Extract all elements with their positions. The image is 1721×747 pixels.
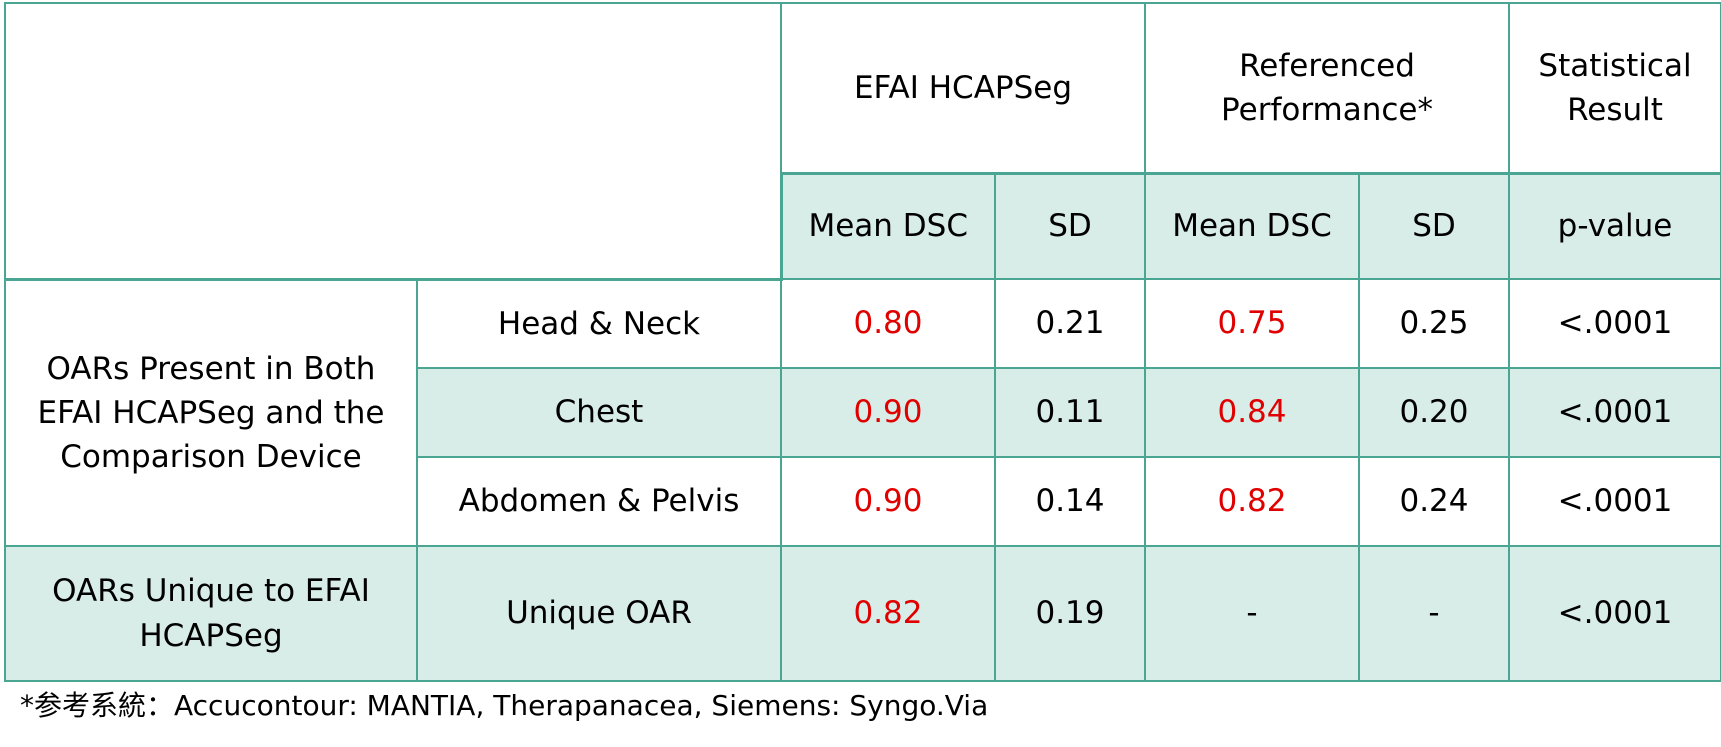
table-row: OARs Present in Both EFAI HCAPSeg and th… [4,277,1721,547]
ref-sd-abdomen-pelvis: 0.24 [1357,456,1511,547]
efai-mean-dsc-unique: 0.82 [780,545,996,682]
header-statistical-line2: Result [1567,91,1663,128]
ref-mean-dsc-chest: 0.84 [1144,367,1360,458]
header-efai-hcapseg: EFAI HCAPSeg [780,2,1146,174]
ref-sd-chest: 0.20 [1357,367,1511,458]
subheader-p-value: p-value [1508,171,1721,280]
group-both-line3: Comparison Device [60,438,362,475]
subheader-efai-mean-dsc: Mean DSC [779,171,996,280]
ref-sd-head-neck: 0.25 [1357,278,1511,369]
header-statistical-result: Statistical Result [1508,2,1721,174]
efai-mean-dsc-head-neck: 0.80 [780,278,996,369]
region-head-neck: Head & Neck [416,277,782,369]
header-empty-corner [4,2,782,281]
group-unique-line2: HCAPSeg [139,617,283,654]
group-both-line1: OARs Present in Both [46,350,376,387]
table-row: Chest 0.90 0.11 0.84 0.20 <.0001 [5,367,1721,458]
p-value-abdomen-pelvis: <.0001 [1508,456,1721,547]
p-value-chest: <.0001 [1508,367,1721,458]
subheader-efai-sd: SD [994,171,1146,280]
group-unique-line1: OARs Unique to EFAI [52,573,370,610]
region-unique-oar: Unique OAR [416,545,782,682]
subheader-ref-sd: SD [1357,171,1511,280]
group-label-oars-present-in-both: OARs Present in Both EFAI HCAPSeg and th… [4,277,418,547]
ref-mean-dsc-head-neck: 0.75 [1144,278,1360,369]
subheader-ref-mean-dsc: Mean DSC [1144,171,1360,280]
ref-mean-dsc-abdomen-pelvis: 0.82 [1144,456,1360,547]
region-chest: Chest [416,367,782,458]
efai-mean-dsc-abdomen-pelvis: 0.90 [780,456,996,547]
group-label-oars-unique: OARs Unique to EFAI HCAPSeg [4,545,418,682]
efai-sd-chest: 0.11 [994,367,1146,458]
header-referenced-performance: Referenced Performance* [1143,2,1511,174]
header-referenced-line1: Referenced [1239,47,1415,84]
header-statistical-line1: Statistical [1538,47,1692,84]
ref-mean-dsc-unique: - [1144,545,1360,682]
footnote-reference-systems: *参考系統：Accucontour: MANTIA, Therapanacea,… [20,689,989,722]
dsc-comparison-table: EFAI HCAPSeg Referenced Performance* Sta… [4,2,1721,682]
region-abdomen-pelvis: Abdomen & Pelvis [416,456,782,547]
header-referenced-line2: Performance* [1221,91,1433,128]
efai-sd-unique: 0.19 [994,545,1146,682]
group-both-line2: EFAI HCAPSeg and the [37,394,385,431]
ref-sd-unique: - [1357,545,1511,682]
table-row: OARs Unique to EFAI HCAPSeg Unique OAR 0… [4,545,1721,682]
table-row: Abdomen & Pelvis 0.90 0.14 0.82 0.24 <.0… [5,456,1721,547]
efai-sd-abdomen-pelvis: 0.14 [994,456,1146,547]
efai-mean-dsc-chest: 0.90 [780,367,996,458]
efai-sd-head-neck: 0.21 [994,278,1146,369]
p-value-unique: <.0001 [1508,545,1721,682]
p-value-head-neck: <.0001 [1508,278,1721,369]
